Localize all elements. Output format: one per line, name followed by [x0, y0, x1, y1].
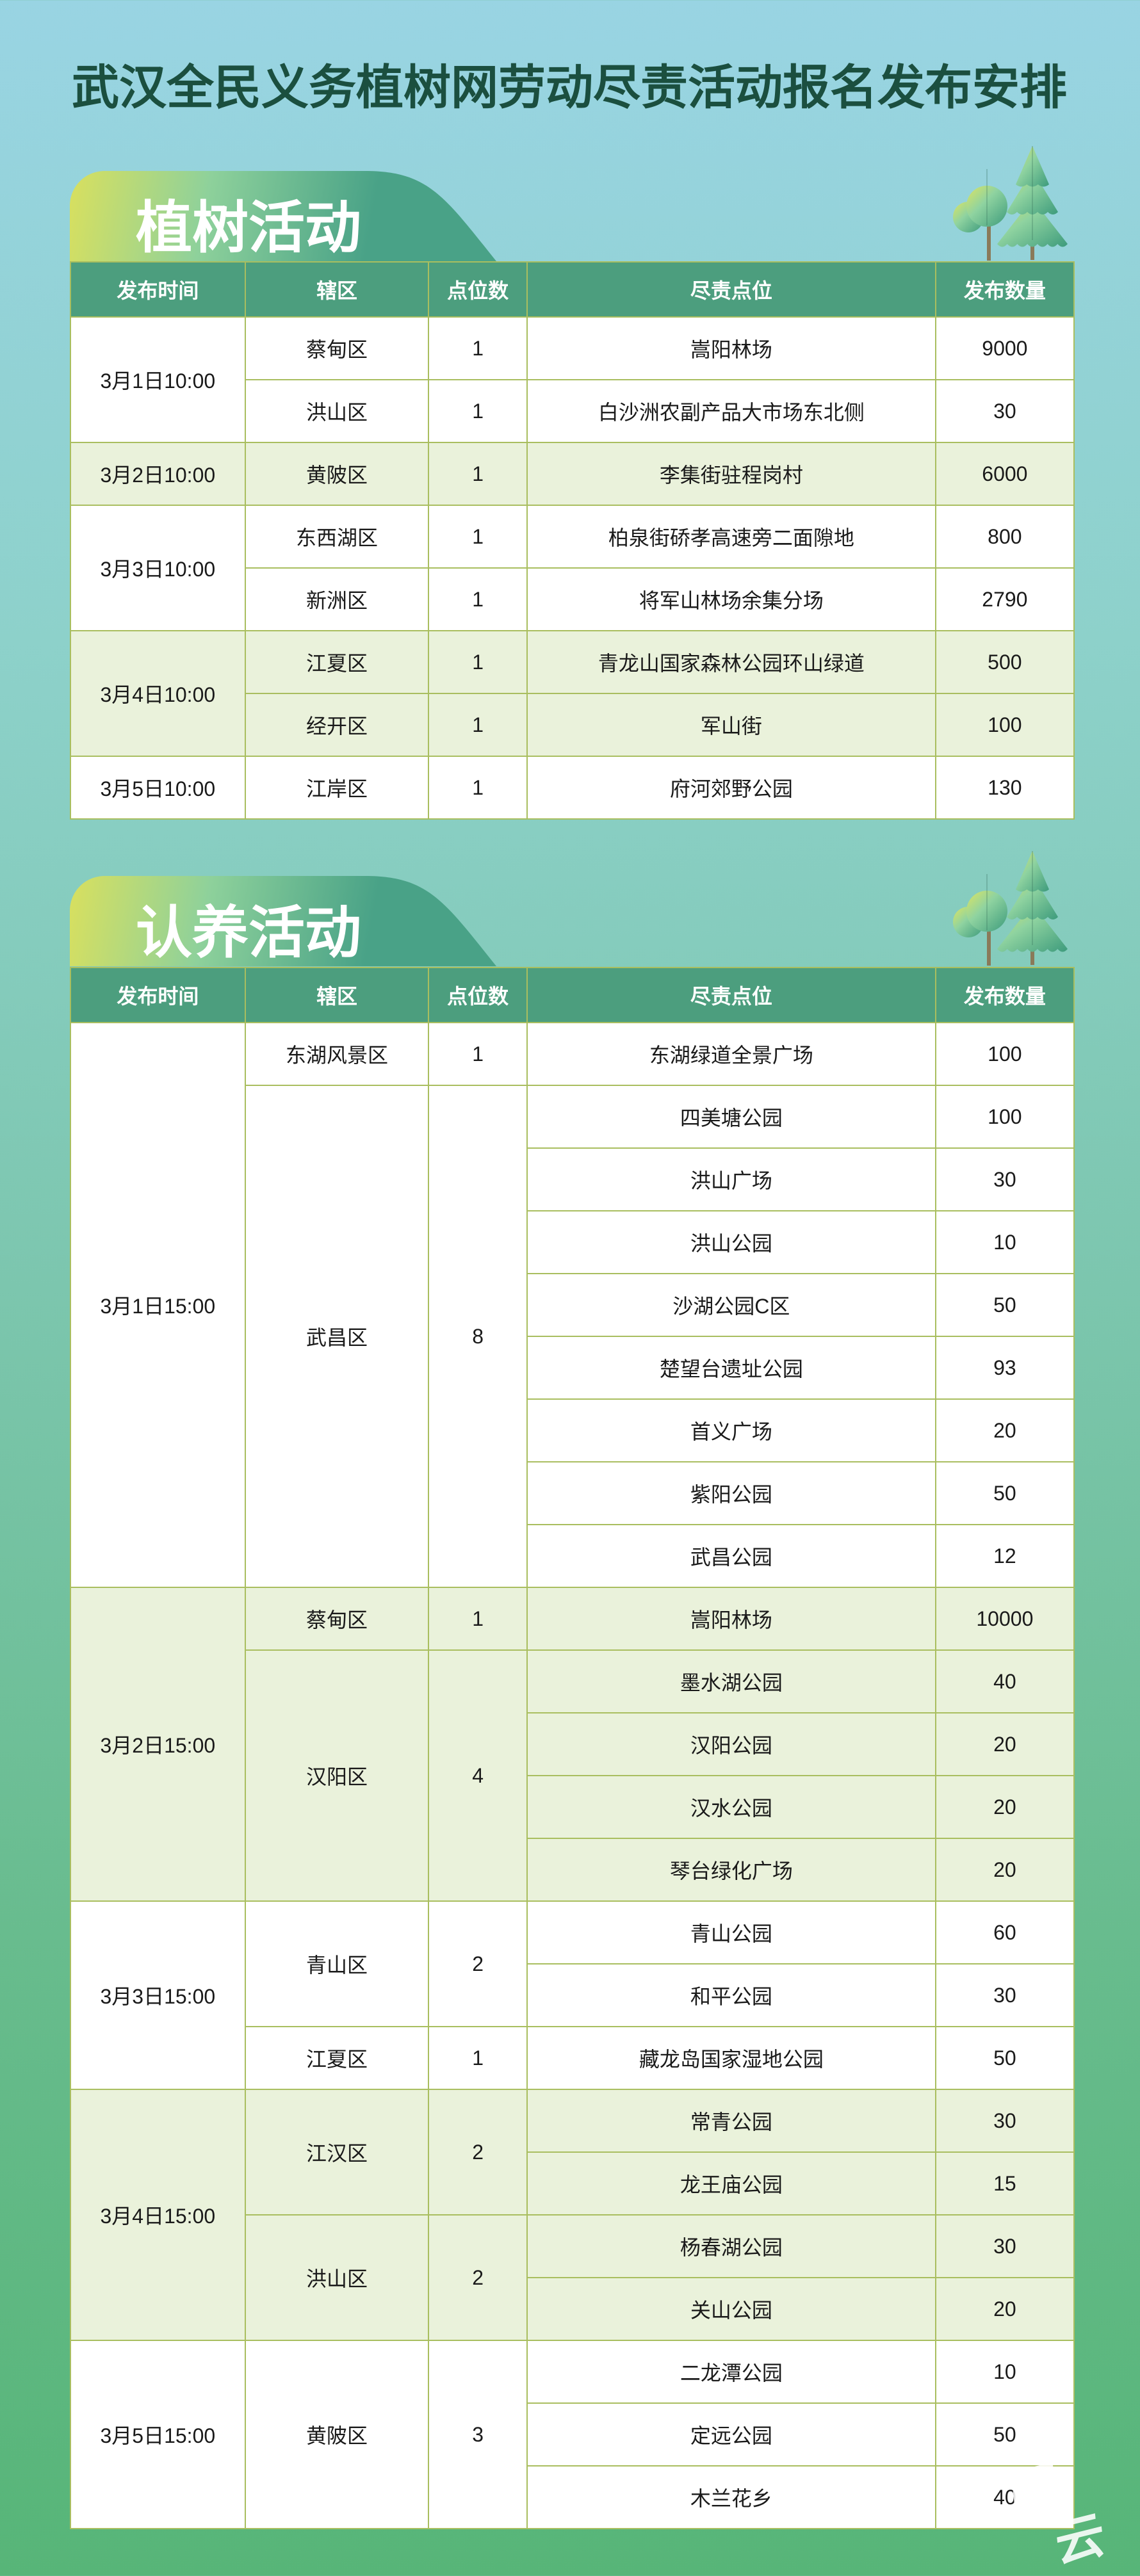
svg-text:云: 云	[1053, 2505, 1107, 2564]
svg-text:西: 西	[1006, 2456, 1060, 2524]
